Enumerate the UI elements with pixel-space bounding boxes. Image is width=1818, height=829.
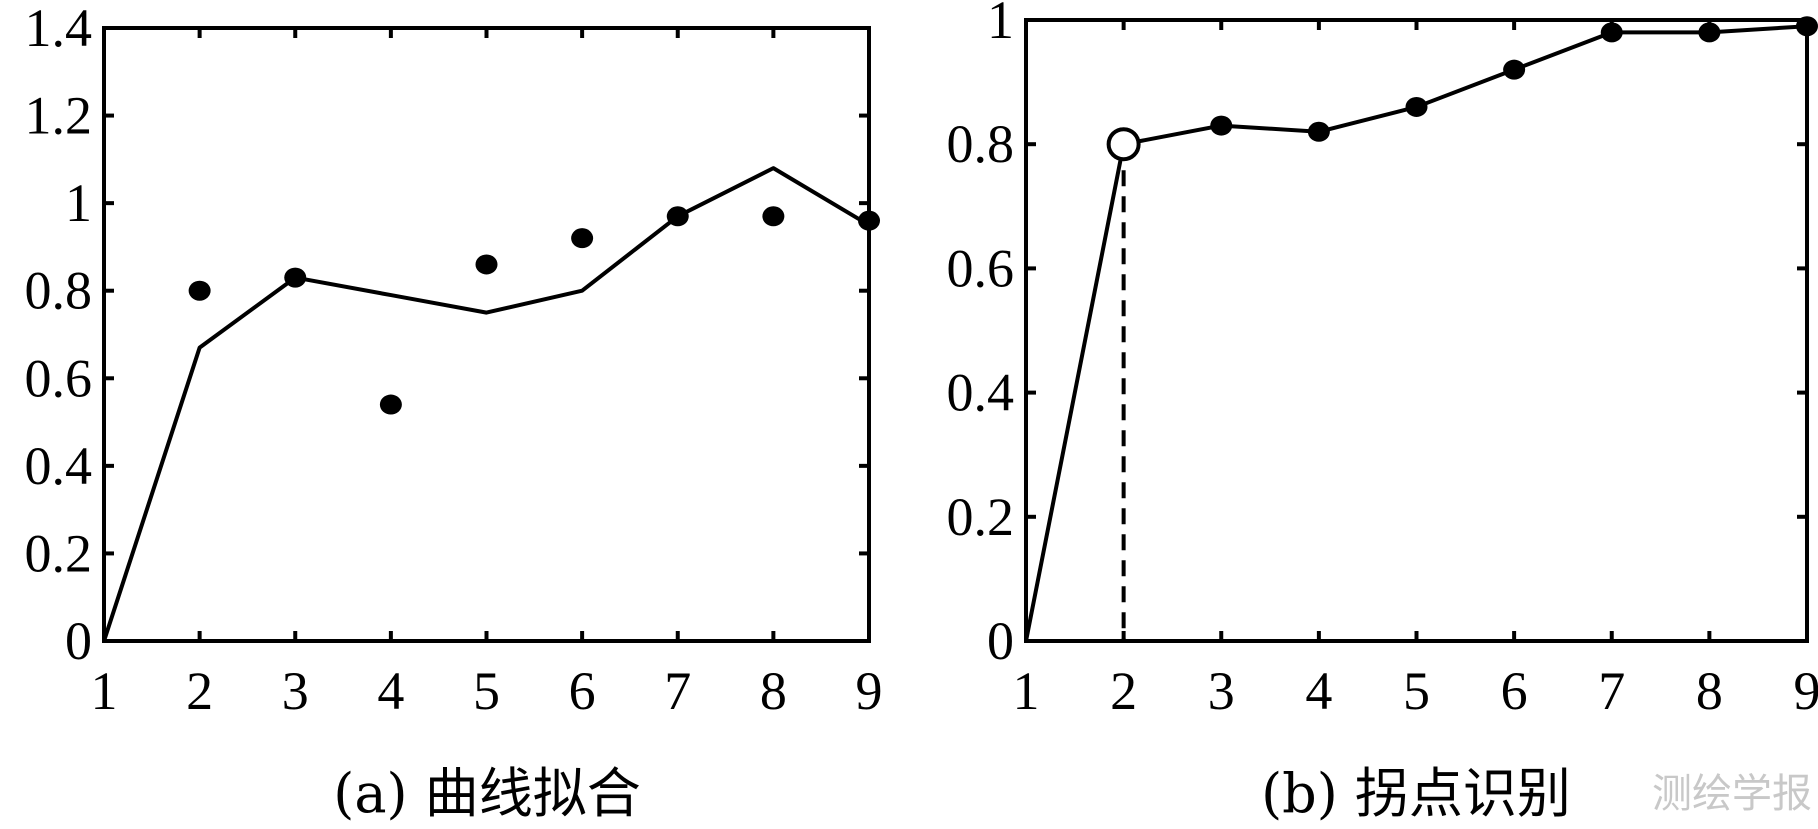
y-tick-label: 0.2	[25, 523, 93, 583]
data-point	[188, 280, 211, 301]
x-tick-label: 8	[1696, 661, 1723, 721]
y-tick-label: 1.2	[25, 86, 93, 146]
data-point	[379, 394, 402, 415]
data-point	[1503, 59, 1526, 80]
x-tick-label: 7	[1598, 661, 1625, 721]
panel-a-curve-fitting: 1 2 3 4 5 6 7 8 9 0 0.2 0.4 0.6 0.8 1 1.2 1.4 (a) 曲线拟合	[25, 0, 883, 825]
data-point	[1600, 22, 1623, 43]
inflection-point-marker	[1106, 127, 1141, 162]
x-tick-label: 5	[1403, 661, 1430, 721]
x-tick-label: 5	[473, 661, 500, 721]
y-tick-label: 0	[987, 611, 1014, 671]
data-point	[284, 267, 307, 288]
y-tick-label: 0.6	[25, 348, 93, 408]
x-tick-label: 6	[569, 661, 596, 721]
y-tick-label: 0.4	[947, 363, 1015, 423]
series-line	[1024, 24, 1808, 642]
y-tick-label: 0.8	[947, 114, 1015, 174]
y-tick-label: 0.6	[947, 238, 1015, 298]
x-tick-label: 1	[1013, 661, 1040, 721]
series-line	[102, 166, 871, 642]
x-tick-label: 2	[186, 661, 213, 721]
data-point	[762, 206, 785, 227]
x-tick-label: 7	[664, 661, 691, 721]
data-point	[475, 254, 498, 275]
data-point	[666, 206, 689, 227]
data-point	[1210, 115, 1233, 136]
x-tick-label: 6	[1501, 661, 1528, 721]
y-tick-label: 0.2	[947, 487, 1015, 547]
x-tick-label: 2	[1110, 661, 1137, 721]
data-point	[1796, 16, 1818, 37]
y-tick-label: 0	[65, 611, 92, 671]
x-tick-label: 1	[91, 661, 118, 721]
data-point	[1698, 22, 1721, 43]
data-point	[571, 228, 594, 249]
y-tick-label: 1	[65, 173, 92, 233]
y-tick-label: 0.4	[25, 436, 93, 496]
panel-caption: (a) 曲线拟合	[333, 762, 641, 825]
x-tick-label: 4	[1305, 661, 1332, 721]
data-point	[1405, 96, 1428, 117]
panel-caption: (b) 拐点识别	[1261, 762, 1571, 825]
x-tick-label: 9	[1794, 661, 1818, 721]
y-tick-label: 1.4	[25, 0, 93, 58]
watermark-text: 测绘学报	[1652, 771, 1812, 817]
x-tick-label: 3	[1208, 661, 1235, 721]
data-point	[1307, 121, 1330, 142]
y-tick-label: 1	[987, 0, 1014, 50]
x-tick-label: 9	[856, 661, 883, 721]
x-tick-label: 8	[760, 661, 787, 721]
x-tick-label: 3	[282, 661, 309, 721]
y-tick-label: 0.8	[25, 261, 93, 321]
panel-b-inflection-detection: 1 2 3 4 5 6 7 8 9 0 0.2 0.4 0.6 0.8 1 (b) 拐点识别	[947, 0, 1818, 825]
x-tick-label: 4	[377, 661, 404, 721]
data-point	[858, 210, 880, 231]
